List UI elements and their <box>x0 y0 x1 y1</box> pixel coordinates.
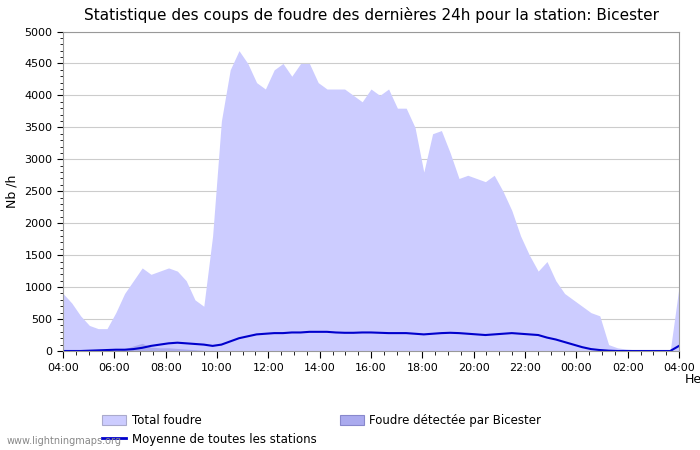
Text: Heure: Heure <box>685 374 700 387</box>
Legend: Total foudre, Moyenne de toutes les stations, Foudre détectée par Bicester: Total foudre, Moyenne de toutes les stat… <box>97 409 546 450</box>
Y-axis label: Nb /h: Nb /h <box>6 175 19 208</box>
Title: Statistique des coups de foudre des dernières 24h pour la station: Bicester: Statistique des coups de foudre des dern… <box>83 7 659 23</box>
Text: www.lightningmaps.org: www.lightningmaps.org <box>7 436 122 446</box>
